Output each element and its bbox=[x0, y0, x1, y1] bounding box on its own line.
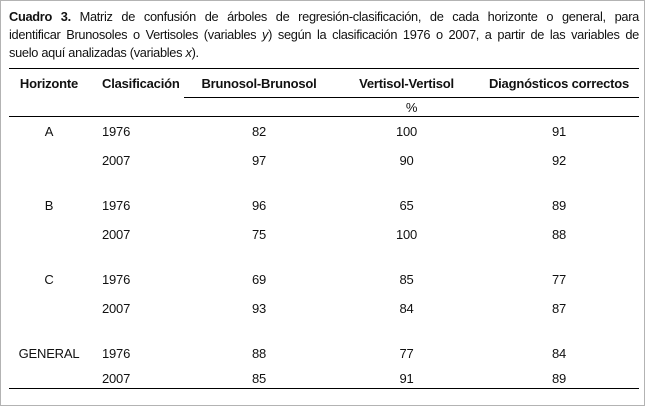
caption-line-1: Cuadro 3. Matriz de confusión de árboles… bbox=[9, 8, 639, 26]
group-general: GENERAL 1976 88 77 84 2007 85 91 89 bbox=[9, 339, 639, 389]
vertisol-cell: 65 bbox=[399, 198, 414, 213]
vertisol-cell: 100 bbox=[395, 227, 418, 242]
year-cell: 1976 bbox=[102, 124, 131, 139]
horizonte-cell: B bbox=[44, 198, 54, 213]
header-row: Horizonte Clasificación Brunosol-Brunoso… bbox=[9, 68, 639, 98]
caption-label: Cuadro 3. bbox=[9, 9, 71, 24]
vertisol-cell: 90 bbox=[399, 153, 414, 168]
brunosol-cell: 69 bbox=[251, 272, 267, 287]
table-row: C 1976 69 85 77 bbox=[9, 265, 639, 294]
caption-variable-x: x bbox=[185, 45, 192, 60]
year-cell: 1976 bbox=[102, 198, 131, 213]
group-horizonte-c: C 1976 69 85 77 2007 93 84 87 bbox=[9, 265, 639, 323]
brunosol-cell: 97 bbox=[251, 153, 267, 168]
horizonte-cell: C bbox=[44, 272, 54, 287]
brunosol-cell: 85 bbox=[251, 370, 267, 386]
correctos-cell: 77 bbox=[551, 272, 567, 287]
col-header-correctos: Diagnósticos correctos bbox=[479, 68, 639, 98]
correctos-cell: 84 bbox=[551, 346, 567, 361]
brunosol-cell: 88 bbox=[251, 346, 267, 361]
caption-variable-y: y bbox=[262, 27, 269, 42]
group-spacer bbox=[9, 249, 639, 265]
table-row: 2007 75 100 88 bbox=[9, 220, 639, 249]
confusion-matrix-table: Horizonte Clasificación Brunosol-Brunoso… bbox=[9, 68, 639, 389]
year-cell: 2007 bbox=[102, 370, 131, 386]
year-cell: 2007 bbox=[102, 153, 131, 168]
horizonte-cell bbox=[9, 368, 89, 389]
col-header-clasificacion: Clasificación bbox=[102, 75, 180, 91]
table-row: GENERAL 1976 88 77 84 bbox=[9, 339, 639, 368]
table-row: A 1976 82 100 91 bbox=[9, 117, 639, 147]
correctos-cell: 89 bbox=[551, 198, 567, 213]
col-header-vertisol: Vertisol-Vertisol bbox=[334, 68, 479, 98]
vertisol-cell: 91 bbox=[399, 370, 414, 386]
vertisol-cell: 100 bbox=[395, 124, 418, 139]
vertisol-cell: 85 bbox=[399, 272, 414, 287]
year-cell: 2007 bbox=[102, 301, 131, 316]
caption-line-2-pre: identificar Brunosoles o Vertisoles (var… bbox=[9, 27, 263, 42]
table-row: 2007 85 91 89 bbox=[9, 368, 639, 389]
spacer-cell bbox=[9, 323, 639, 339]
caption-line-3-post: ). bbox=[191, 45, 200, 60]
vertisol-cell: 77 bbox=[399, 346, 414, 361]
brunosol-cell: 96 bbox=[251, 198, 267, 213]
caption-line-2-post: ) según la clasificación 1976 o 2007, a … bbox=[268, 27, 639, 42]
brunosol-cell: 75 bbox=[251, 227, 267, 242]
table-row: B 1976 96 65 89 bbox=[9, 191, 639, 220]
unit-row-empty-cell bbox=[9, 97, 184, 117]
group-spacer bbox=[9, 175, 639, 191]
unit-row: % bbox=[9, 97, 639, 117]
spacer-cell bbox=[9, 175, 639, 191]
table-caption: Cuadro 3. Matriz de confusión de árboles… bbox=[9, 8, 639, 62]
caption-line-3-pre: suelo aquí analizadas (variables bbox=[9, 45, 186, 60]
group-horizonte-b: B 1976 96 65 89 2007 75 100 88 bbox=[9, 191, 639, 249]
year-cell: 1976 bbox=[102, 346, 131, 361]
unit-percent-label: % bbox=[184, 97, 639, 117]
correctos-cell: 92 bbox=[551, 153, 567, 168]
table-row: 2007 97 90 92 bbox=[9, 146, 639, 175]
year-cell: 1976 bbox=[102, 272, 131, 287]
table-row: 2007 93 84 87 bbox=[9, 294, 639, 323]
caption-line-3: suelo aquí analizadas (variables x). bbox=[9, 44, 639, 62]
horizonte-cell bbox=[9, 294, 89, 323]
caption-line-1-text: Matriz de confusión de árboles de regres… bbox=[79, 9, 640, 24]
group-spacer bbox=[9, 323, 639, 339]
brunosol-cell: 82 bbox=[251, 124, 267, 139]
brunosol-cell: 93 bbox=[251, 301, 267, 316]
year-cell: 2007 bbox=[102, 227, 131, 242]
correctos-cell: 89 bbox=[551, 370, 567, 386]
horizonte-cell bbox=[9, 146, 89, 175]
group-horizonte-a: A 1976 82 100 91 2007 97 90 92 bbox=[9, 117, 639, 176]
horizonte-cell: A bbox=[44, 124, 54, 139]
col-header-horizonte: Horizonte bbox=[19, 75, 79, 91]
correctos-cell: 91 bbox=[551, 124, 567, 139]
correctos-cell: 88 bbox=[551, 227, 567, 242]
horizonte-cell: GENERAL bbox=[18, 346, 80, 361]
vertisol-cell: 84 bbox=[399, 301, 414, 316]
horizonte-cell bbox=[9, 220, 89, 249]
spacer-cell bbox=[9, 249, 639, 265]
col-header-brunosol: Brunosol-Brunosol bbox=[184, 68, 334, 98]
correctos-cell: 87 bbox=[551, 301, 567, 316]
caption-line-2: identificar Brunosoles o Vertisoles (var… bbox=[9, 26, 639, 44]
